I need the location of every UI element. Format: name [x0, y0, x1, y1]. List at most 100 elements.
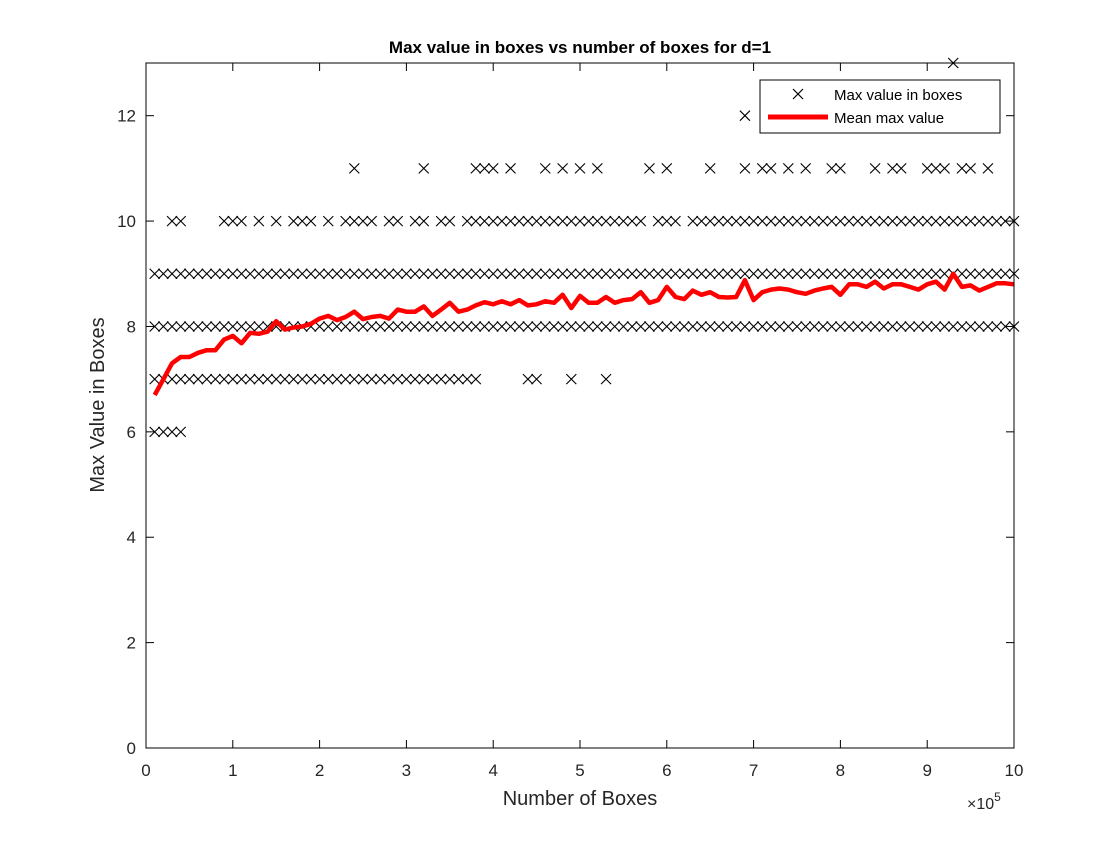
data-point-marker: [522, 215, 534, 227]
data-point-marker: [166, 426, 178, 438]
data-point-marker: [808, 215, 820, 227]
data-point-marker: [496, 321, 508, 332]
data-point-marker: [565, 215, 577, 227]
mean-line-layer: [152, 271, 1015, 397]
data-point-marker: [704, 268, 716, 280]
data-point-marker: [244, 321, 256, 332]
data-point-marker: [800, 321, 812, 332]
x-tick-label: 10: [1005, 761, 1024, 780]
data-point-marker: [973, 215, 985, 227]
data-point-marker: [366, 321, 378, 332]
data-point-marker: [539, 215, 551, 227]
data-point-marker: [878, 215, 890, 227]
data-point-marker: [808, 321, 820, 332]
data-point-marker: [296, 268, 308, 280]
data-point-marker: [869, 215, 881, 227]
data-point-marker: [175, 268, 187, 280]
data-point-marker: [418, 215, 430, 227]
data-point-marker: [591, 321, 603, 332]
data-point-marker: [835, 162, 846, 174]
data-point-marker: [305, 215, 317, 227]
data-point-marker: [548, 215, 560, 227]
data-point-marker: [453, 373, 464, 385]
data-point-marker: [591, 268, 603, 280]
data-point-marker: [713, 268, 725, 280]
data-point-marker: [739, 268, 751, 280]
data-point-marker: [939, 215, 950, 227]
x-tick-label: 4: [488, 761, 497, 780]
data-point-marker: [600, 268, 612, 280]
data-point-marker: [505, 215, 516, 227]
data-point-marker: [461, 373, 473, 385]
data-point-marker: [444, 268, 456, 280]
data-point-marker: [817, 268, 829, 280]
data-point-marker: [817, 321, 829, 332]
data-point-marker: [852, 215, 864, 227]
data-point-marker: [236, 373, 247, 385]
data-point-marker: [331, 268, 343, 280]
data-point-marker: [869, 268, 881, 280]
data-point-marker: [982, 321, 994, 332]
data-point-marker: [279, 373, 291, 385]
data-point-marker: [227, 215, 239, 227]
data-point-marker: [817, 215, 829, 227]
data-point-marker: [175, 321, 187, 332]
data-point-marker: [852, 268, 864, 280]
x-axis-exponent-power: 5: [994, 790, 1001, 804]
data-point-marker: [704, 321, 716, 332]
data-point-marker: [713, 215, 725, 227]
data-point-marker: [557, 268, 569, 280]
data-point-marker: [861, 268, 872, 280]
data-point-marker: [670, 215, 681, 227]
data-point-marker: [435, 373, 447, 385]
data-point-marker: [618, 215, 629, 227]
data-point-marker: [565, 373, 577, 385]
data-point-marker: [340, 268, 352, 280]
data-point-marker: [227, 373, 239, 385]
data-point-marker: [930, 268, 942, 280]
data-point-marker: [939, 162, 950, 174]
data-point-marker: [487, 162, 499, 174]
x-axis: 0 1 2 3 4 5 6 7 8 9 10: [141, 63, 1023, 780]
data-point-marker: [939, 321, 950, 332]
data-point-marker: [687, 321, 699, 332]
data-point-marker: [175, 373, 187, 385]
data-point-marker: [826, 268, 838, 280]
data-point-marker: [539, 268, 551, 280]
data-point-marker: [930, 215, 942, 227]
data-point-marker: [201, 321, 213, 332]
data-point-marker: [921, 215, 933, 227]
data-point-marker: [218, 373, 230, 385]
data-point-marker: [756, 268, 768, 280]
data-point-marker: [383, 373, 395, 385]
data-point-marker: [435, 215, 447, 227]
data-point-marker: [296, 373, 308, 385]
data-point-marker: [210, 321, 221, 332]
data-point-marker: [939, 268, 950, 280]
data-point-marker: [427, 321, 438, 332]
data-point-marker: [227, 268, 239, 280]
data-point-marker: [166, 373, 178, 385]
data-point-marker: [279, 268, 291, 280]
data-point-marker: [401, 321, 412, 332]
data-point-marker: [392, 268, 404, 280]
data-point-marker: [965, 268, 976, 280]
data-point-marker: [635, 215, 647, 227]
y-tick-label: 6: [127, 423, 136, 442]
data-point-marker: [791, 321, 803, 332]
data-point-marker: [253, 373, 265, 385]
data-point-marker: [210, 373, 221, 385]
data-point-marker: [374, 268, 386, 280]
data-point-marker: [453, 268, 464, 280]
data-point-marker: [366, 373, 378, 385]
data-point-marker: [374, 373, 386, 385]
data-point-marker: [626, 321, 638, 332]
x-tick-label: 3: [402, 761, 411, 780]
data-point-marker: [678, 268, 690, 280]
data-point-marker: [878, 321, 890, 332]
data-point-marker: [687, 268, 699, 280]
data-point-marker: [175, 426, 187, 438]
data-point-marker: [765, 215, 777, 227]
data-point-marker: [687, 215, 699, 227]
data-point-marker: [392, 321, 404, 332]
